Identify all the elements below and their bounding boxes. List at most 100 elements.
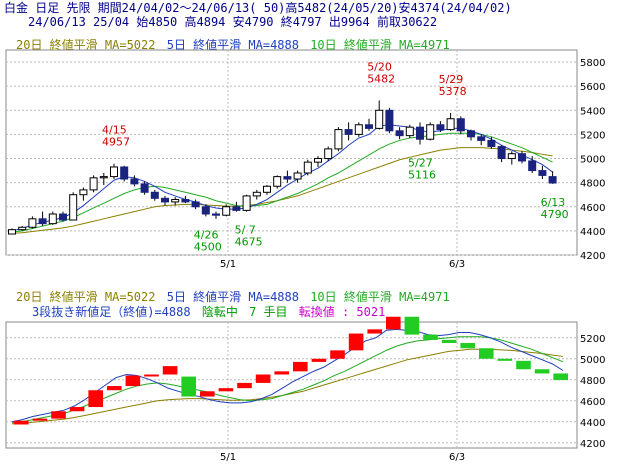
brick-up bbox=[255, 374, 271, 383]
candle-body bbox=[232, 206, 241, 211]
legend-bottom-ma5: 5日 終値平滑 MA=4888 bbox=[166, 290, 299, 304]
candle-body bbox=[344, 129, 353, 135]
legend-bottom-ma20: 20日 終値平滑 MA=5022 bbox=[16, 290, 156, 304]
candle-body bbox=[38, 218, 47, 225]
candle-body bbox=[120, 166, 129, 180]
candle-body bbox=[334, 129, 343, 150]
candle-body bbox=[365, 124, 373, 129]
bottom-ma5-line bbox=[11, 328, 564, 423]
legend-bottom-ma10: 10日 終値平滑 MA=4971 bbox=[310, 290, 450, 304]
annotation-value: 4790 bbox=[541, 208, 569, 221]
candle-body bbox=[212, 213, 220, 216]
candle-body bbox=[477, 136, 486, 141]
top-plot-frame bbox=[5, 49, 578, 256]
candle-body bbox=[171, 199, 180, 203]
brick-up bbox=[218, 388, 234, 392]
bottom-y-tick: 4800 bbox=[580, 376, 605, 387]
candle-body bbox=[416, 126, 424, 140]
candle-body bbox=[8, 229, 16, 235]
annotation-date: 5/27 bbox=[408, 157, 433, 170]
candle-body bbox=[293, 172, 302, 180]
brick-up bbox=[144, 374, 159, 377]
annotation-date: 5/29 bbox=[439, 73, 464, 86]
bottom-x-tick: 6/3 bbox=[449, 452, 465, 463]
annotation-date: 4/26 bbox=[194, 228, 219, 241]
candle-body bbox=[548, 176, 557, 184]
brick-up bbox=[348, 333, 364, 351]
candle-body bbox=[528, 160, 537, 172]
brick-down bbox=[553, 373, 568, 381]
candle-body bbox=[385, 109, 394, 132]
candle-body bbox=[456, 118, 465, 132]
ma10-line bbox=[11, 132, 553, 233]
annotation-date: 5/20 bbox=[367, 60, 392, 73]
candle-body bbox=[405, 126, 414, 137]
brick-down bbox=[460, 343, 475, 349]
candle-body bbox=[375, 109, 384, 129]
candle-body bbox=[48, 213, 57, 225]
top-y-tick: 4200 bbox=[580, 251, 605, 262]
candle-body bbox=[222, 206, 231, 216]
candle-body bbox=[181, 199, 190, 203]
top-y-tick: 4400 bbox=[580, 227, 605, 238]
candle-body bbox=[150, 191, 159, 199]
brick-up bbox=[51, 411, 66, 419]
top-y-tick: 4600 bbox=[580, 203, 605, 214]
candle-body bbox=[28, 218, 37, 228]
candle-body bbox=[69, 194, 78, 221]
candle-body bbox=[518, 153, 526, 162]
chart-header-line1: 白金 日足 先限 期間24/04/02～24/06/13( 50)高5482(2… bbox=[4, 1, 512, 15]
chart-header-line2: 24/06/13 25/04 始4850 高4894 安4790 終4797 出… bbox=[28, 15, 438, 29]
legend-ma20: 20日 終値平滑 MA=5022 bbox=[16, 38, 156, 52]
brick-down bbox=[479, 348, 494, 359]
candle-body bbox=[18, 226, 27, 231]
brick-up bbox=[162, 366, 178, 375]
top-y-tick: 5600 bbox=[580, 82, 605, 93]
bottom-y-tick: 4200 bbox=[580, 439, 605, 450]
brick-down bbox=[441, 339, 457, 343]
candle-body bbox=[497, 145, 506, 160]
brick-down bbox=[181, 376, 196, 397]
candle-body bbox=[191, 201, 200, 208]
top-y-tick: 5400 bbox=[580, 106, 605, 117]
candle-body bbox=[436, 124, 445, 131]
top-y-tick: 5200 bbox=[580, 130, 605, 141]
candle-body bbox=[79, 189, 88, 196]
candle-body bbox=[354, 124, 363, 135]
bottom-x-tick: 5/1 bbox=[220, 452, 236, 463]
annotation-value: 4957 bbox=[102, 136, 130, 149]
candle-body bbox=[110, 166, 118, 178]
bottom-y-tick: 4400 bbox=[580, 418, 605, 429]
bottom-y-tick: 5200 bbox=[580, 334, 605, 345]
brick-down bbox=[497, 358, 513, 361]
brick-up bbox=[293, 361, 308, 372]
legend-bottom-sub: 3段抜き新値足（終値)=4888 陰転中 7 手目 転換値 : 5021 bbox=[32, 303, 389, 320]
brick-up bbox=[32, 418, 48, 421]
brick-up bbox=[200, 391, 215, 397]
annotation-value: 4675 bbox=[235, 236, 263, 249]
brick-up bbox=[107, 386, 122, 391]
candle-body bbox=[99, 176, 108, 179]
annotation-value: 5378 bbox=[439, 85, 467, 98]
brick-down bbox=[404, 316, 420, 335]
bottom-ma10-line bbox=[11, 336, 564, 424]
candle-body bbox=[140, 183, 149, 193]
candle-body bbox=[538, 170, 547, 176]
sub-reversal-label: 転換値 : 5021 bbox=[298, 305, 386, 319]
candle-body bbox=[263, 185, 271, 193]
candle-body bbox=[314, 158, 322, 163]
brick-up bbox=[367, 329, 382, 334]
brick-down bbox=[534, 369, 550, 374]
annotation-date: 5/ 7 bbox=[235, 224, 256, 237]
brick-up bbox=[237, 382, 252, 389]
legend-ma5: 5日 終値平滑 MA=4888 bbox=[166, 38, 299, 52]
candle-body bbox=[426, 124, 435, 140]
candle-body bbox=[242, 195, 251, 211]
brick-up bbox=[386, 316, 401, 330]
candle-body bbox=[201, 206, 210, 215]
top-y-tick: 5800 bbox=[580, 58, 605, 69]
candle-body bbox=[467, 130, 475, 138]
candle-body bbox=[324, 148, 333, 160]
brick-down bbox=[423, 334, 438, 340]
